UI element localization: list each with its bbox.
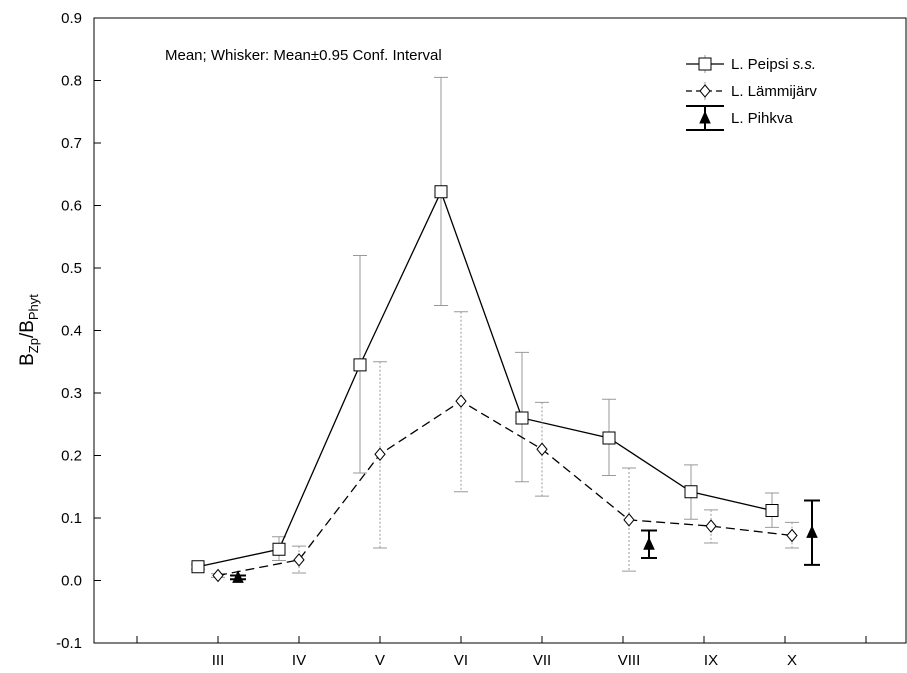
x-tick-label: X: [787, 652, 797, 669]
data-point: [232, 570, 244, 583]
data-point: [536, 442, 548, 457]
chart-subtitle: Mean; Whisker: Mean±0.95 Conf. Interval: [165, 47, 442, 64]
data-point: [191, 560, 205, 574]
data-point: [765, 504, 779, 517]
y-label-sub1: Zp: [26, 338, 41, 353]
series-2: [211, 311, 799, 583]
series-3: [230, 499, 820, 583]
data-point: [806, 525, 818, 538]
legend-marker: [699, 84, 711, 98]
x-tick-label: V: [375, 652, 385, 669]
legend-marker: [698, 57, 712, 71]
y-tick-label: 0.0: [61, 573, 82, 590]
y-label-sep: /B: [17, 320, 38, 338]
data-point: [272, 542, 286, 556]
legend-item-3: L. Pihkva: [686, 105, 793, 131]
y-axis: -0.1 0.0 0.1 0.2 0.3 0.4 0.5 0.6 0.7 0.8 0.9: [56, 10, 101, 652]
legend-item-1: L. Peipsi s.s.: [686, 55, 816, 73]
x-tick-label: III: [212, 652, 225, 669]
series-layer: [191, 76, 820, 583]
y-tick-label: 0.9: [61, 10, 82, 27]
y-tick-label: 0.4: [61, 323, 82, 340]
series-1: [191, 76, 779, 574]
x-tick-label: VI: [454, 652, 468, 669]
legend-label: L. Peipsi s.s.: [731, 56, 816, 73]
y-tick-label: 0.3: [61, 385, 82, 402]
y-tick-label: 0.5: [61, 260, 82, 277]
x-tick-label: IV: [292, 652, 306, 669]
data-point: [455, 394, 467, 408]
y-axis-label: BZp/BPhyt: [17, 294, 41, 366]
y-tick-label: 0.8: [61, 73, 82, 90]
legend: L. Peipsi s.s. L. Lämmijärv L. Pihkva: [686, 55, 817, 131]
legend-marker: [699, 110, 711, 124]
series-line: [197, 190, 773, 568]
y-tick-label: -0.1: [56, 635, 82, 652]
legend-label: L. Lämmijärv: [731, 83, 817, 100]
data-point: [602, 431, 616, 445]
legend-item-2: L. Lämmijärv: [686, 82, 817, 100]
y-tick-label: 0.2: [61, 448, 82, 465]
y-label-main: B: [17, 353, 38, 366]
x-tick-label: VIII: [618, 652, 641, 669]
data-point: [705, 519, 717, 533]
data-point: [515, 411, 529, 425]
data-point: [623, 513, 635, 527]
data-point: [434, 185, 448, 199]
data-point: [293, 553, 305, 567]
series-line: [217, 400, 793, 577]
data-point: [786, 528, 798, 543]
data-point: [212, 568, 224, 583]
y-label-sub2: Phyt: [26, 294, 41, 320]
data-point: [684, 485, 698, 499]
y-tick-label: 0.1: [61, 510, 82, 527]
data-point: [643, 537, 655, 550]
x-tick-label: IX: [704, 652, 718, 669]
data-point: [353, 358, 367, 372]
y-tick-label: 0.7: [61, 135, 82, 152]
y-tick-label: 0.6: [61, 198, 82, 215]
x-axis: III IV V VI VII VIII IX X: [136, 636, 867, 669]
x-tick-label: VII: [533, 652, 551, 669]
data-point: [374, 447, 386, 462]
legend-label: L. Pihkva: [731, 110, 793, 127]
